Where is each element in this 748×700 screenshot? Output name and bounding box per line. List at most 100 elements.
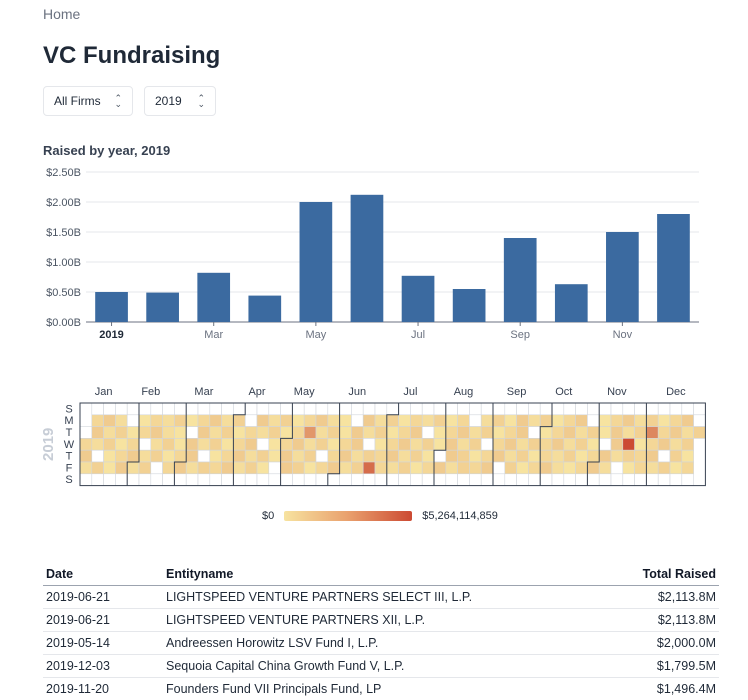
weekday-label: T <box>66 451 73 463</box>
day-cell <box>386 449 399 463</box>
day-cell <box>339 438 352 451</box>
breadcrumb[interactable]: Home <box>43 6 81 22</box>
day-cell <box>292 402 305 416</box>
day-cell <box>150 402 163 416</box>
day-cell <box>386 414 399 427</box>
day-cell <box>138 449 152 463</box>
day-cell <box>339 426 352 439</box>
day-cell <box>209 402 222 416</box>
day-cell <box>634 414 647 427</box>
day-cell <box>563 438 576 451</box>
weekday-label: T <box>66 427 73 439</box>
day-cell <box>681 402 694 416</box>
table-row: 2019-06-21 LIGHTSPEED VENTURE PARTNERS X… <box>43 608 719 632</box>
day-cell <box>681 414 694 427</box>
day-cell <box>551 438 565 451</box>
day-cell <box>622 461 635 475</box>
day-cell <box>280 473 293 486</box>
day-cell <box>575 426 588 439</box>
day-cell <box>362 473 376 486</box>
day-cell <box>469 426 482 439</box>
y-tick-label: $2.00B <box>46 197 81 209</box>
day-cell <box>539 438 553 451</box>
cell-total-raised: $2,113.8M <box>606 585 719 609</box>
weekday-label: M <box>64 415 73 427</box>
day-cell <box>445 473 458 486</box>
bar-chart-title: Raised by year, 2019 <box>43 143 171 158</box>
day-cell <box>362 449 376 463</box>
day-cell <box>174 414 187 427</box>
day-cell <box>115 438 128 451</box>
weekday-label: W <box>64 439 75 451</box>
day-cell <box>551 402 565 416</box>
day-cell <box>280 461 293 475</box>
day-cell <box>174 449 187 463</box>
day-cell <box>669 473 683 486</box>
day-cell <box>410 438 423 451</box>
day-cell <box>398 402 411 416</box>
day-cell <box>433 438 447 451</box>
bar <box>606 232 639 322</box>
day-cell <box>598 426 612 439</box>
x-tick-label: Mar <box>204 329 223 341</box>
day-cell <box>315 438 329 451</box>
day-cell <box>339 473 352 486</box>
day-cell <box>315 426 329 439</box>
day-cell <box>504 461 517 475</box>
day-cell <box>480 473 494 486</box>
y-tick-label: $0.50B <box>46 287 81 299</box>
bar-chart: $0.00B $0.50B $1.00B $1.50B $2.00B $2.50B 2019… <box>46 167 699 341</box>
day-cell <box>563 461 576 475</box>
day-cell <box>268 426 281 439</box>
day-cell <box>268 414 281 427</box>
year-select[interactable]: 2019 ⌃ ⌄ <box>144 86 216 116</box>
day-cell <box>126 402 140 416</box>
day-cell <box>433 426 447 439</box>
y-tick-label: $0.00B <box>46 317 81 329</box>
day-cell <box>162 414 175 427</box>
day-cell <box>138 426 152 439</box>
day-cell <box>587 473 600 486</box>
day-cell <box>115 461 128 475</box>
month-label: May <box>294 386 315 398</box>
bar <box>554 284 588 322</box>
day-cell <box>244 426 258 439</box>
firm-select[interactable]: All Firms ⌃ ⌄ <box>43 86 133 116</box>
day-cell <box>492 473 506 486</box>
day-cell <box>197 414 211 427</box>
day-cell <box>362 402 376 416</box>
day-cell <box>174 426 187 439</box>
cell-date: 2019-05-14 <box>43 631 163 655</box>
fundraising-table: Date Entityname Total Raised 2019-06-21 … <box>43 563 719 700</box>
day-cell <box>528 449 541 463</box>
day-cell <box>197 402 211 416</box>
day-cell <box>516 414 529 427</box>
day-cell <box>233 473 246 486</box>
heatmap-legend: $0 $5,264,114,859 <box>262 510 498 522</box>
day-cell <box>445 402 458 416</box>
day-cell <box>457 438 470 451</box>
column-header-date[interactable]: Date <box>43 563 163 586</box>
day-cell <box>516 426 529 439</box>
month-label: Dec <box>666 386 686 398</box>
column-header-entityname[interactable]: Entityname <box>163 563 607 586</box>
bar <box>299 202 333 322</box>
day-cell <box>268 438 281 451</box>
day-cell <box>539 402 553 416</box>
bar <box>95 292 128 322</box>
day-cell <box>138 402 152 416</box>
day-cell <box>103 438 116 451</box>
month-boundary <box>232 403 246 486</box>
day-cell <box>303 426 317 439</box>
day-cell <box>362 414 376 427</box>
day-cell <box>480 426 494 439</box>
day-cell <box>669 438 683 451</box>
day-cell <box>516 402 529 416</box>
day-cell <box>610 449 624 463</box>
day-cell <box>162 426 175 439</box>
day-cell <box>327 438 340 451</box>
cell-date: 2019-06-21 <box>43 585 163 609</box>
x-tick-label: Nov <box>613 329 633 341</box>
column-header-total-raised[interactable]: Total Raised <box>606 563 719 586</box>
day-cell <box>103 402 116 416</box>
